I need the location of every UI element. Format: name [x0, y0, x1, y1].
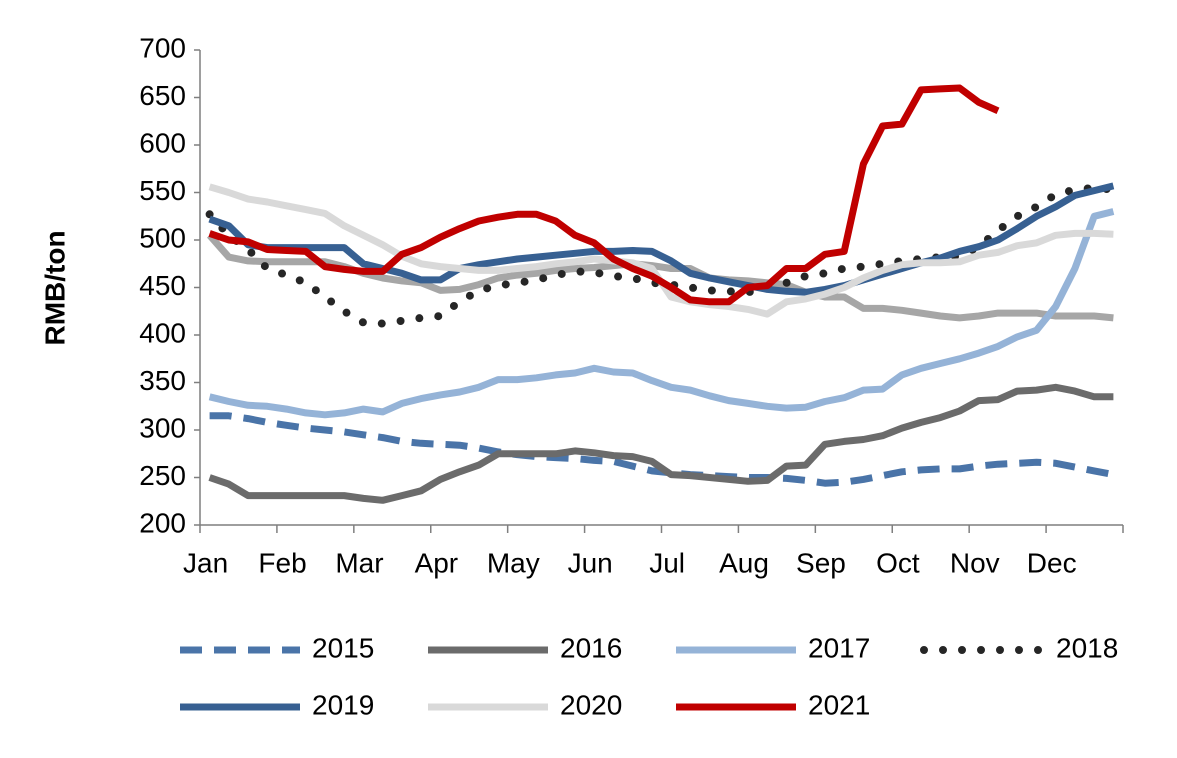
- x-tick-label: Nov: [950, 547, 1000, 578]
- series-line: [205, 183, 1118, 328]
- y-tick-label: 700: [139, 32, 186, 63]
- y-tick-label: 600: [139, 127, 186, 158]
- x-tick-label: Jan: [183, 547, 228, 578]
- y-tick-label: 350: [139, 365, 186, 396]
- legend-label: 2018: [1056, 632, 1118, 663]
- y-tick-label: 550: [139, 175, 186, 206]
- legend-label: 2021: [808, 689, 870, 720]
- x-tick-label: Dec: [1027, 547, 1077, 578]
- legend-label: 2017: [808, 632, 870, 663]
- x-tick-label: Aug: [719, 547, 769, 578]
- y-tick-label: 300: [139, 412, 186, 443]
- y-axis-label: RMB/ton: [39, 230, 70, 345]
- x-tick-label: Jul: [649, 547, 685, 578]
- legend-label: 2016: [560, 632, 622, 663]
- x-tick-label: Oct: [876, 547, 920, 578]
- x-tick-label: May: [487, 547, 540, 578]
- x-tick-label: Sep: [796, 547, 846, 578]
- y-tick-label: 250: [139, 460, 186, 491]
- x-tick-label: Mar: [335, 547, 383, 578]
- series-line: [208, 84, 1000, 306]
- legend-label: 2015: [312, 632, 374, 663]
- series-line: [208, 182, 1115, 296]
- series-line: [208, 208, 1115, 419]
- x-tick-label: Jun: [568, 547, 613, 578]
- series-line: [208, 383, 1114, 504]
- y-tick-label: 450: [139, 270, 186, 301]
- legend-label: 2019: [312, 689, 374, 720]
- y-tick-label: 650: [139, 80, 186, 111]
- legend-label: 2020: [560, 689, 622, 720]
- y-tick-label: 400: [139, 317, 186, 348]
- series-line: [209, 412, 1115, 487]
- x-tick-label: Apr: [415, 547, 459, 578]
- y-tick-label: 500: [139, 222, 186, 253]
- x-tick-label: Feb: [258, 547, 306, 578]
- y-tick-label: 200: [139, 507, 186, 538]
